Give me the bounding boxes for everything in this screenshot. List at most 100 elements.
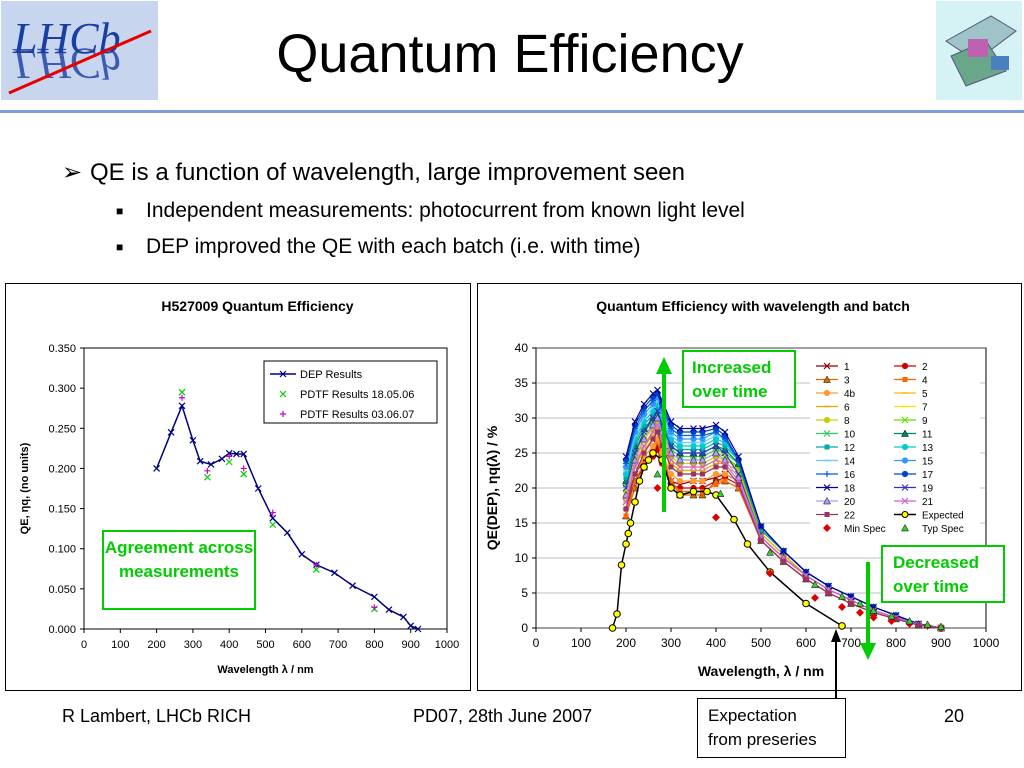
x-tick-label: 900 [931,636,951,650]
data-point [690,463,697,471]
data-point [676,425,684,432]
series-line [625,430,942,629]
legend-label: DEP Results [300,369,363,381]
data-point [826,590,831,596]
data-point [699,425,706,432]
data-point [640,434,648,443]
min-spec-point [856,608,864,617]
data-point [691,471,696,477]
chart-title: H527009 Quantum Efficiency [161,298,353,314]
legend-marker [279,390,287,398]
data-point [713,440,719,445]
x-tick-label: 300 [184,639,202,651]
x-tick-label: 0 [81,639,87,651]
square-bullet-icon: ■ [116,240,124,255]
footer-page-number: 20 [944,706,965,726]
legend-marker [823,389,831,397]
expected-point [640,463,648,471]
data-point [407,622,415,630]
data-point [803,576,809,582]
chart-panel-right: Quantum Efficiency with wavelength and b… [477,283,1022,691]
data-point [283,529,291,537]
legend-label: 5 [922,389,928,400]
legend-marker [823,484,831,491]
data-point [623,475,629,480]
expected-point [608,624,617,632]
data-point [916,622,921,628]
expected-point [644,456,653,464]
legend-label: 8 [844,416,850,427]
legend-marker [823,430,831,437]
footer-author: R Lambert, LHCb RICH [62,706,252,726]
x-tick-label: 200 [616,636,636,650]
data-point [649,442,657,450]
bullet-main: ➢ QE is a function of wavelength, large i… [62,159,685,186]
data-point [698,490,707,499]
data-point [848,601,854,606]
bullet-sub-2: ■ DEP improved the QE with each batch (i.… [116,235,641,258]
data-point [631,455,639,464]
legend-label: 14 [844,457,856,468]
data-point [690,442,697,450]
y-tick-label: 0.000 [48,624,76,636]
y-axis-label: QE, ηq, (no units) [19,442,31,534]
data-point [700,447,705,452]
legend-label: Typ Spec [922,524,964,535]
expected-point [631,498,639,506]
legend-marker [823,375,831,383]
data-point [699,463,706,471]
data-point [640,428,648,436]
data-point [667,470,675,478]
legend-marker [901,511,909,518]
expected-point [635,477,644,485]
expected-point [838,622,846,630]
legend-marker [824,512,830,517]
x-tick-label: 800 [365,639,383,651]
data-point [712,435,720,443]
data-point [225,449,233,457]
legend-marker [901,484,909,491]
legend-marker [901,362,909,370]
y-tick-label: 0.300 [48,383,76,395]
data-point [631,418,639,425]
data-point [655,440,660,445]
legend-label: 3 [844,376,850,387]
legend-marker [824,444,830,450]
x-tick-label: 700 [329,639,347,651]
data-point [240,465,247,472]
y-tick-label: 5 [521,586,528,600]
series-2 [179,394,378,611]
y-tick-label: 0.100 [48,544,76,556]
legend-label: 20 [844,497,856,508]
data-point [640,400,648,408]
data-point [690,449,697,457]
legend-marker [279,370,287,378]
data-point [690,477,697,485]
x-tick-label: 1000 [973,636,1000,650]
typ-spec-point [905,616,914,625]
data-point [721,470,729,478]
data-point [712,425,720,432]
footer-event: PD07, 28th June 2007 [413,706,593,726]
arrow-bullet-icon: ➢ [62,159,83,186]
data-point [313,561,320,568]
legend: DEP Results PDTF Results 18.05.06 PDTF Res… [263,360,438,424]
slide-title: Quantum Efficiency [276,24,744,84]
y-axis-label: QE(DEP), ηq(λ) / % [484,425,500,550]
qe-chart-batches: Quantum Efficiency with wavelength and b… [484,298,1000,679]
data-point [722,464,728,470]
data-point [676,463,684,471]
legend-marker [823,416,831,424]
expected-point [703,487,711,496]
legend-label: 12 [844,443,856,454]
data-point [668,478,674,484]
data-point [650,436,656,442]
data-point [623,513,629,519]
legend-label: 13 [922,443,934,454]
y-tick-label: 15 [515,516,529,530]
svg-text:LHCb: LHCb [12,39,121,88]
data-point [655,405,660,410]
legend-label: 19 [922,484,934,495]
data-point [676,442,684,450]
